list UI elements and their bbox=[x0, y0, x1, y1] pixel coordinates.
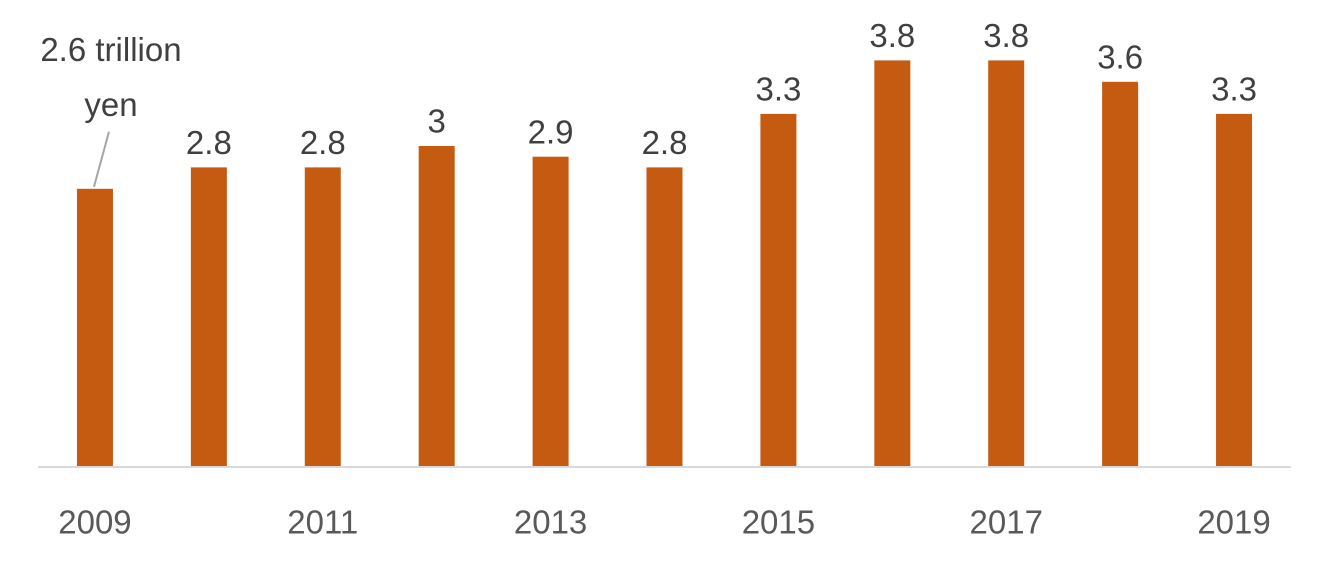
data-label: 2.8 bbox=[300, 124, 346, 161]
data-label: 2.9 bbox=[528, 113, 574, 150]
data-label: 3.6 bbox=[1097, 39, 1143, 76]
data-label: 3.3 bbox=[755, 71, 801, 108]
data-label: 2.8 bbox=[642, 124, 688, 161]
bar bbox=[304, 167, 341, 467]
x-tick-label: 2009 bbox=[58, 504, 131, 541]
x-tick-label: 2015 bbox=[742, 504, 815, 541]
data-label: 3.3 bbox=[1211, 71, 1257, 108]
data-label: 3.8 bbox=[983, 17, 1029, 54]
bar bbox=[988, 60, 1025, 468]
x-tick-label: 2017 bbox=[970, 504, 1043, 541]
leader-line bbox=[92, 131, 110, 188]
data-label: 3 bbox=[428, 103, 446, 140]
bar bbox=[76, 188, 113, 468]
bar bbox=[760, 113, 797, 468]
data-label: 2.6 trillion yen bbox=[40, 31, 181, 123]
x-tick-label: 2013 bbox=[514, 504, 587, 541]
x-tick-label: 2019 bbox=[1197, 504, 1270, 541]
bar bbox=[532, 156, 569, 467]
bar bbox=[874, 60, 911, 468]
bar bbox=[646, 167, 683, 467]
data-label: 3.8 bbox=[869, 17, 915, 54]
data-label: 2.8 bbox=[186, 124, 232, 161]
bar bbox=[190, 167, 227, 467]
bar bbox=[1216, 113, 1253, 468]
bar bbox=[418, 146, 455, 467]
bar bbox=[1102, 81, 1139, 468]
x-tick-label: 2011 bbox=[287, 504, 358, 541]
